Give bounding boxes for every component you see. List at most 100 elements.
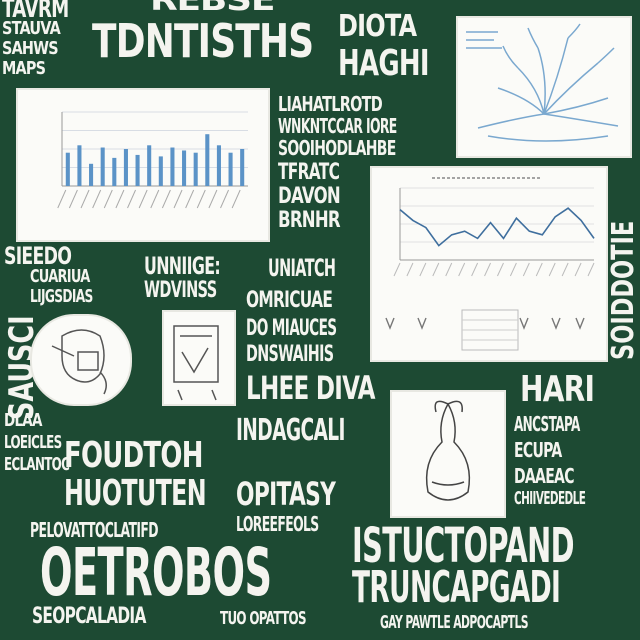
word-big-b: ISTUCTOPAND — [352, 518, 575, 574]
bar — [100, 147, 105, 186]
word-mid-b-2: DO MIAUCES — [246, 316, 337, 341]
bar — [240, 149, 245, 186]
diagram-panel — [456, 16, 632, 158]
word-mid-a-1: UNNIIGE: — [144, 252, 221, 280]
word-right-a: HARI — [520, 369, 595, 410]
word-h-1: FOUDTOH — [64, 435, 203, 476]
word-h-2: HUOTUTEN — [64, 473, 207, 514]
tick-label-mark — [561, 262, 569, 277]
marker-glyph — [385, 317, 395, 330]
word-strip-1: DLAA — [4, 410, 42, 431]
word-mid-left-1: SIEEDO — [4, 242, 72, 270]
bar-chart-panel — [16, 88, 270, 242]
word-bottom-small: SEOPCALADIA — [32, 604, 146, 629]
tick-label-mark — [574, 262, 582, 277]
word-title-right-b: HAGHI — [338, 43, 429, 84]
tick-label-mark — [445, 262, 453, 277]
vase-sketch-icon — [425, 400, 471, 501]
tick-label-mark — [484, 262, 491, 277]
word-mid-c: LHEE DIVA — [246, 369, 375, 407]
tick-label-mark — [220, 189, 229, 209]
bar — [77, 145, 82, 186]
bar — [182, 150, 187, 186]
tick-label-mark — [196, 189, 206, 209]
tick-label-mark — [432, 262, 440, 277]
bar — [123, 149, 128, 186]
word-mid-a-3: UNIATCH — [268, 254, 336, 282]
tick-label-mark — [535, 262, 543, 277]
bar — [205, 134, 210, 186]
word-mid-left-2: CUARIUA — [30, 266, 90, 287]
tick-label-mark — [587, 262, 595, 277]
tick-label-mark — [497, 262, 504, 277]
tick-label-mark — [548, 262, 556, 277]
bar — [158, 156, 163, 186]
bar — [112, 157, 117, 186]
head-sketch-icon — [51, 329, 107, 395]
word-col-b-2: DAVON — [278, 184, 341, 209]
tick-label-mark — [92, 189, 102, 209]
word-h-6: PELOVATTOCLATIFD — [30, 518, 159, 542]
tick-label-mark — [80, 189, 90, 209]
marker-glyph — [417, 317, 427, 330]
bar — [65, 152, 70, 186]
word-top-banner: REBSE — [150, 0, 275, 18]
word-big-a: OETROBOS — [40, 534, 272, 611]
word-top-left-d: MAPS — [2, 58, 46, 79]
tick-label-mark — [57, 189, 67, 209]
coral-diagram-icon — [466, 23, 619, 142]
tick-label-mark — [103, 189, 113, 209]
bar — [147, 145, 152, 186]
word-right-e: CHIIVEDEDLE — [514, 488, 586, 509]
word-h-3: INDAGCALI — [236, 413, 345, 448]
tick-label-mark — [127, 189, 136, 209]
tick-label-mark — [150, 189, 160, 209]
bar — [228, 152, 233, 186]
tick-label-mark — [185, 189, 195, 209]
word-mid-b-1: OMRICUAE — [246, 288, 333, 313]
bar — [89, 163, 94, 186]
tick-label-mark — [522, 262, 530, 277]
tick-label-mark — [406, 262, 414, 277]
word-top-left-c: SAHWS — [2, 38, 59, 59]
word-mid-left-3: LIJGSDIAS — [30, 286, 93, 307]
word-h-5: LOREEFEOLS — [236, 512, 319, 536]
word-top-left-a: TAVRM — [2, 0, 69, 24]
word-bottom-small-b: TUO OPATTOS — [220, 608, 307, 629]
line-chart — [385, 177, 595, 351]
word-title-right-a: DIOTA — [338, 9, 417, 44]
bar — [170, 147, 175, 186]
word-col-a-2: WNKNTCCAR IORE — [278, 114, 397, 138]
bar — [193, 152, 198, 186]
marker-glyph — [575, 317, 585, 330]
device-sketch-icon — [173, 325, 219, 401]
tick-label-mark — [208, 189, 218, 209]
tick-label-mark — [138, 189, 148, 209]
word-strip-2: LOEICLES — [4, 432, 62, 453]
bar — [216, 145, 221, 186]
series-line — [399, 207, 595, 247]
word-col-a-3: SOOIHODLAHBE — [278, 136, 396, 160]
tick-label-mark — [458, 262, 466, 277]
word-right-d: DAAEAC — [514, 464, 574, 488]
word-h-4: OPITASY — [236, 475, 336, 513]
line-chart-panel — [370, 166, 608, 362]
word-title-main: TDNTISTHS — [92, 14, 314, 68]
word-col-b-1: TFRATC — [278, 160, 340, 185]
word-mid-a-2: WDVINSS — [144, 278, 217, 303]
word-top-left-b: STAUVA — [2, 18, 61, 39]
bar — [135, 154, 140, 186]
device-illustration-panel — [162, 310, 236, 406]
tick-label-mark — [231, 189, 241, 209]
tick-label-mark — [393, 262, 401, 277]
word-bottom-small-c: GAY PAWTLE ADPOCAPTLS — [380, 612, 529, 633]
tick-label-mark — [509, 262, 517, 277]
bar-chart — [57, 111, 248, 209]
marker-glyph — [519, 317, 529, 330]
marker-glyph — [551, 317, 561, 330]
word-col-b-3: BRNHR — [278, 208, 341, 233]
word-right-b: ANCSTAPA — [514, 412, 580, 436]
word-big-c: TRUNCAPGADI — [352, 562, 561, 613]
tick-label-mark — [419, 262, 427, 277]
plant-illustration-panel — [390, 390, 506, 518]
